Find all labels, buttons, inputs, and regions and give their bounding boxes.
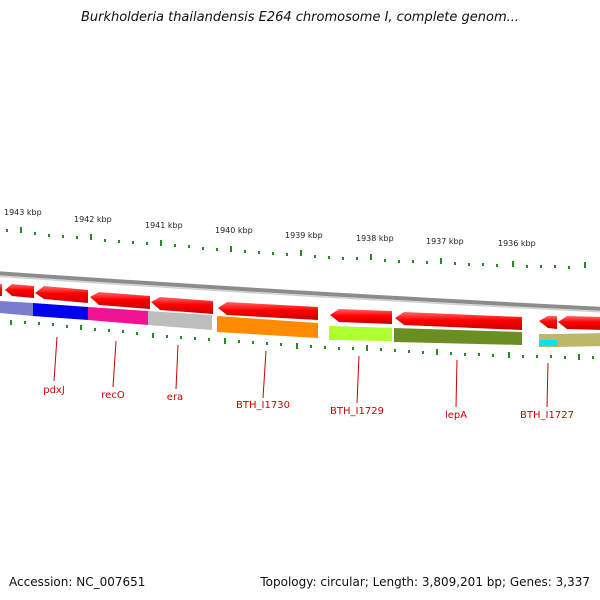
gene-block	[0, 301, 33, 316]
gene-label-recO: recO	[101, 390, 125, 401]
scale-label: 1937 kbp	[426, 237, 464, 246]
gene-block-BTH_I1727	[539, 340, 557, 346]
upper-scale-ticks	[6, 227, 586, 269]
scale-labels: 1943 kbp 1942 kbp 1941 kbp 1940 kbp 1939…	[4, 208, 536, 248]
gene-arrow	[35, 286, 88, 303]
gene-label-leaders	[53, 336, 549, 408]
gene-label-BTH_I1730: BTH_I1730	[236, 400, 290, 411]
gene-arrow	[90, 292, 150, 309]
gene-block-era	[148, 311, 212, 330]
lower-scale-ticks	[10, 320, 594, 360]
gene-block-recO	[88, 307, 148, 325]
scale-label: 1943 kbp	[4, 208, 42, 217]
gene-block-lepA	[394, 328, 522, 345]
gene-label-BTH_I1727: BTH_I1727	[520, 410, 574, 421]
gene-label-lepA: lepA	[445, 410, 467, 421]
gene-label-era: era	[167, 392, 183, 403]
gene-arrow	[558, 316, 600, 330]
strand-arrows	[0, 284, 600, 330]
gene-arrow	[151, 297, 213, 314]
gene-arrow	[539, 316, 557, 329]
scale-label: 1940 kbp	[215, 226, 253, 235]
gene-labels: pdxJ recO era BTH_I1730 BTH_I1729 lepA B…	[43, 385, 574, 421]
map-title: Burkholderia thailandensis E264 chromoso…	[80, 10, 520, 25]
accession-label: Accession: NC_007651	[9, 575, 146, 589]
gene-block	[557, 333, 600, 347]
gene-block-pdxJ	[33, 303, 88, 320]
gene-arrow	[0, 284, 2, 296]
gene-label-BTH_I1729: BTH_I1729	[330, 406, 384, 417]
scale-label: 1938 kbp	[356, 234, 394, 243]
gene-blocks	[0, 301, 600, 347]
scale-label: 1936 kbp	[498, 239, 536, 248]
scale-label: 1941 kbp	[145, 221, 183, 230]
gene-arrow	[395, 312, 522, 330]
scale-label: 1939 kbp	[285, 231, 323, 240]
gene-block-BTH_I1729	[329, 326, 392, 341]
gene-block-BTH_I1730	[217, 316, 318, 338]
scale-label: 1942 kbp	[74, 215, 112, 224]
gene-arrow	[5, 284, 34, 298]
chromosome-backbone	[0, 271, 600, 311]
gene-arrow	[330, 309, 392, 324]
genome-summary: Topology: circular; Length: 3,809,201 bp…	[260, 575, 590, 589]
gene-arrow	[218, 302, 318, 320]
gene-label-pdxJ: pdxJ	[43, 385, 65, 396]
